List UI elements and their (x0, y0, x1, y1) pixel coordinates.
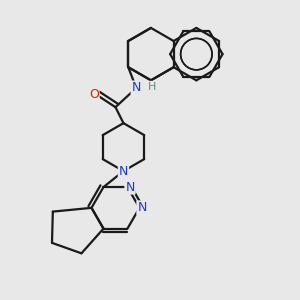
Text: N: N (125, 181, 135, 194)
Text: N: N (132, 82, 141, 94)
Text: N: N (137, 201, 147, 214)
Text: O: O (89, 88, 99, 100)
Text: N: N (119, 165, 128, 178)
Text: H: H (147, 82, 156, 92)
